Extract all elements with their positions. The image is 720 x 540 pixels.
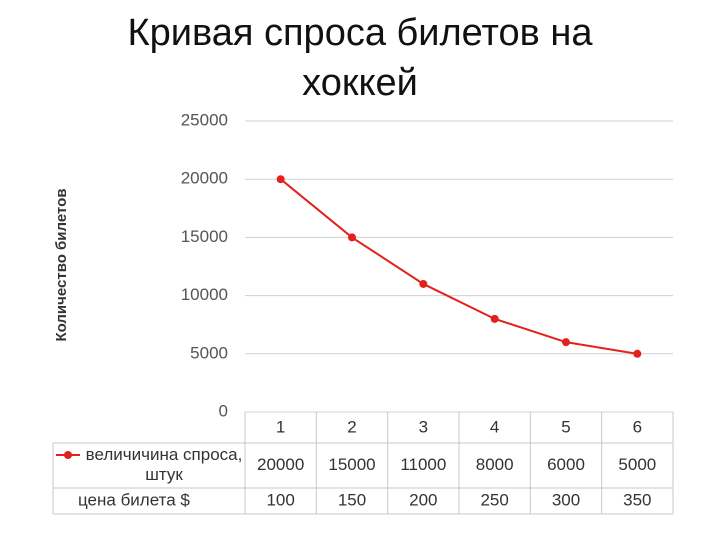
data-point <box>348 233 356 242</box>
table-value: 11000 <box>400 455 446 474</box>
x-tick-label: 6 <box>633 417 642 436</box>
y-tick-label: 20000 <box>181 169 228 188</box>
table-value: 250 <box>480 490 508 509</box>
chart-title: Кривая спроса билетов на хоккей <box>127 12 593 104</box>
table-value: 15000 <box>328 455 375 474</box>
table-value: 6000 <box>547 455 585 474</box>
legend-label: величичина спроса, штук <box>85 445 243 484</box>
data-line <box>280 178 638 355</box>
y-axis-label: Количество билетов <box>53 188 70 341</box>
table-value: 350 <box>623 490 651 509</box>
x-tick-label: 2 <box>347 417 356 436</box>
legend-marker <box>64 451 72 459</box>
x-tick-label: 5 <box>561 417 570 436</box>
y-tick-label: 25000 <box>181 110 228 129</box>
table-value: 5000 <box>618 455 656 474</box>
data-point <box>276 175 285 184</box>
table-row-label: цена билета $ <box>78 490 190 509</box>
y-tick-label: 10000 <box>181 285 228 304</box>
data-point <box>633 349 642 358</box>
x-tick-label: 3 <box>419 417 428 436</box>
y-tick-label: 15000 <box>181 227 228 246</box>
data-point <box>419 279 428 288</box>
table-value: 100 <box>266 490 294 509</box>
table-value: 300 <box>552 490 580 509</box>
data-point <box>490 314 499 323</box>
data-point <box>562 338 570 347</box>
x-tick-label: 1 <box>276 417 285 436</box>
table-value: 8000 <box>476 455 514 474</box>
y-tick-label: 5000 <box>190 343 228 362</box>
table-value: 200 <box>409 490 437 509</box>
table-value: 20000 <box>257 455 304 474</box>
y-tick-label: 0 <box>219 401 228 420</box>
x-tick-label: 4 <box>490 417 499 436</box>
table-value: 150 <box>338 490 366 509</box>
